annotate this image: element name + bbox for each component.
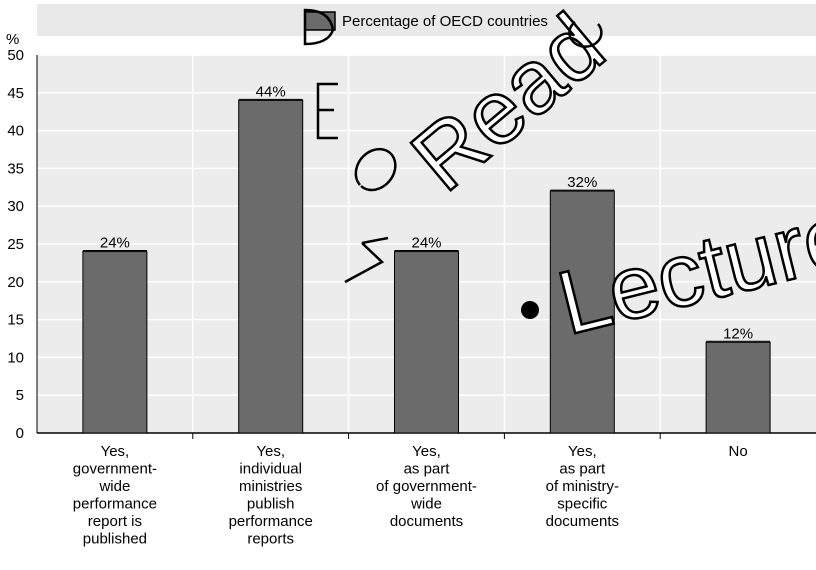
category-label: Yes, individual ministries publish performan… — [229, 443, 313, 548]
bar — [82, 251, 148, 434]
y-tick-label: 30 — [7, 198, 24, 215]
data-label: 12% — [723, 325, 753, 342]
category-label: Yes, as part of ministry-specific documents — [546, 443, 619, 530]
category-label: No — [729, 443, 748, 460]
y-tick-label: 40 — [7, 123, 24, 140]
y-tick-label: 25 — [7, 236, 24, 253]
bullet-icon — [521, 301, 539, 319]
y-tick-label: 20 — [7, 274, 24, 291]
legend-band — [37, 4, 816, 36]
category-label: Yes, as part of government-wide documents — [376, 443, 477, 530]
data-label: 24% — [411, 235, 441, 252]
bar — [394, 251, 459, 434]
legend-label: Percentage of OECD countries — [342, 13, 548, 30]
data-label: 24% — [100, 235, 130, 252]
data-labels: 24% 44% 24% 32% 12% — [82, 83, 771, 342]
y-tick-label: 50 — [7, 47, 24, 64]
y-tick-label: 45 — [7, 85, 24, 102]
y-tick-label: 15 — [7, 312, 24, 329]
bars — [82, 99, 771, 434]
legend: Percentage of OECD countries — [304, 11, 548, 31]
y-tick-label: 0 — [16, 425, 24, 442]
data-label: 32% — [567, 174, 597, 191]
bar — [238, 99, 304, 434]
y-axis-label: % — [6, 31, 19, 48]
category-labels: Yes, government-wide performance report is p… — [73, 443, 748, 548]
bar — [549, 190, 615, 434]
y-axis-ticks: 0 5 10 15 20 25 30 35 40 45 50 — [7, 47, 24, 442]
y-tick-label: 10 — [7, 349, 24, 366]
y-tick-label: 5 — [16, 387, 24, 404]
bar — [705, 341, 771, 434]
category-label: Yes, government-wide performance report is p… — [73, 443, 157, 548]
data-label: 44% — [256, 83, 286, 100]
y-tick-label: 35 — [7, 160, 24, 177]
